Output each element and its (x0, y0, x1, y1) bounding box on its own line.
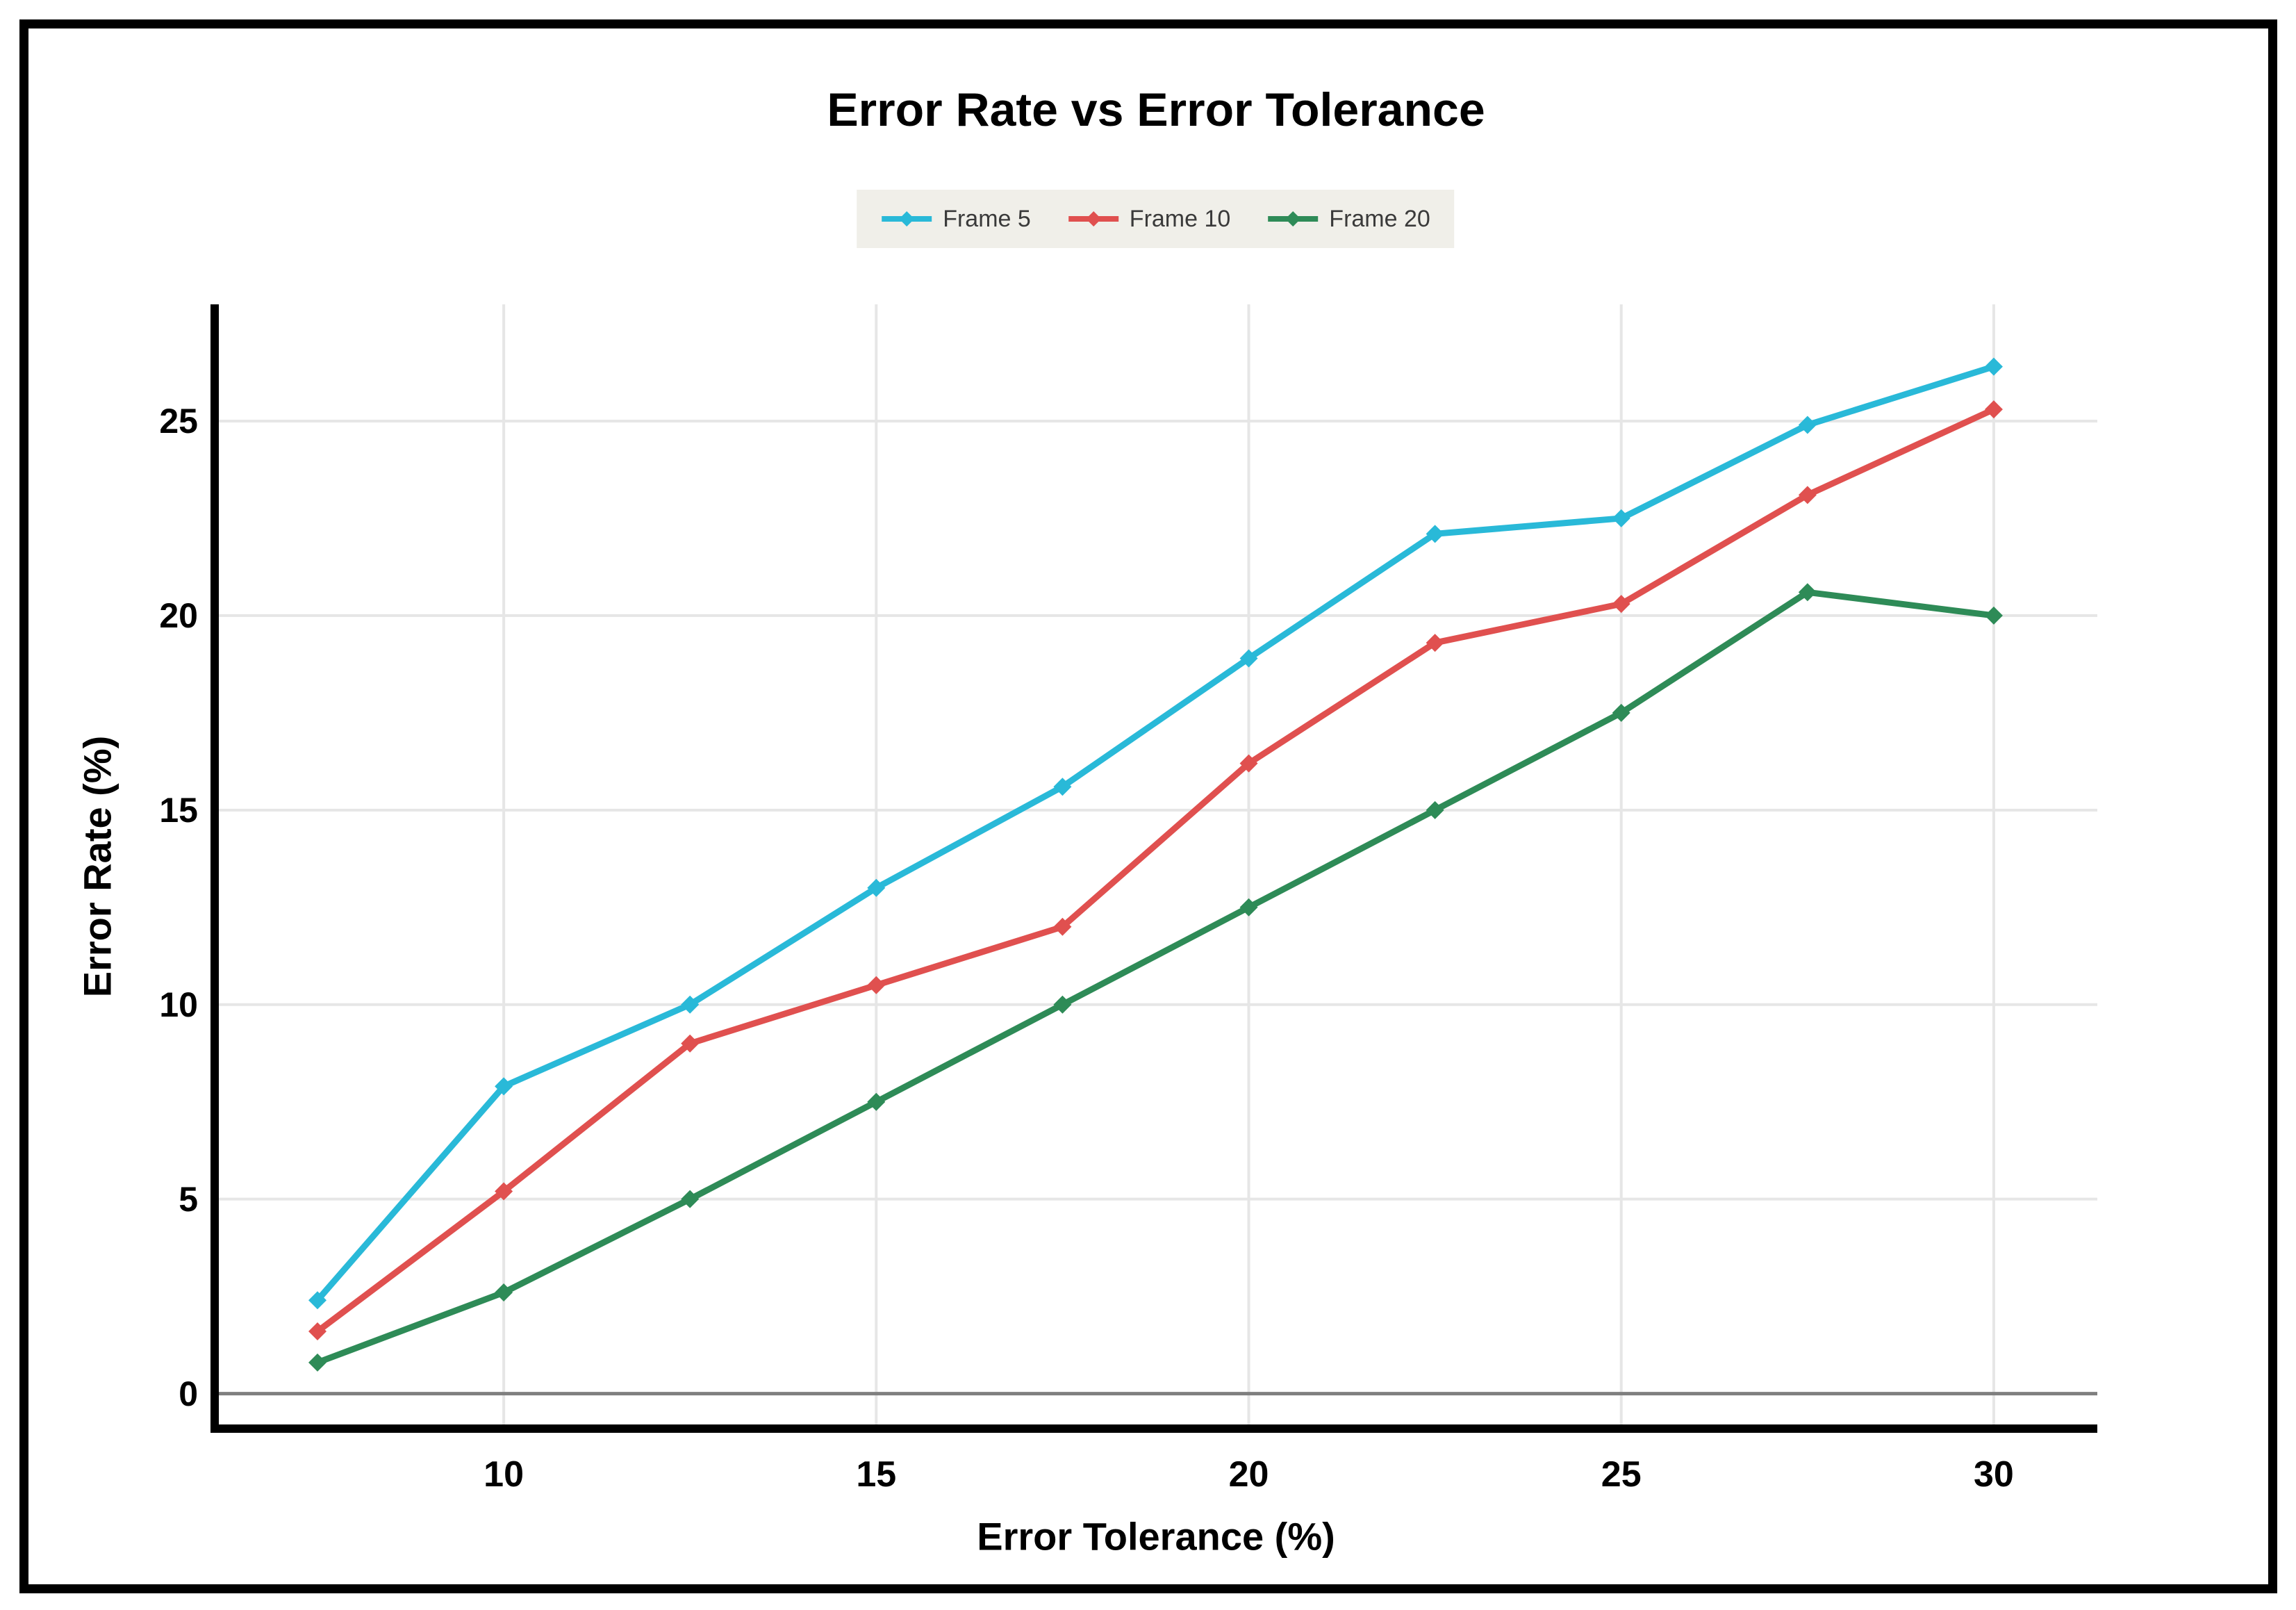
y-tick-label: 25 (159, 401, 198, 441)
x-axis-line (210, 1424, 2097, 1433)
data-point-marker (1053, 917, 1072, 936)
data-point-marker (495, 1077, 513, 1096)
x-tick-label: 25 (1601, 1454, 1642, 1495)
y-tick-label: 5 (179, 1179, 198, 1219)
legend: Frame 5 Frame 10 Frame 20 (857, 190, 1454, 248)
x-tick-label: 20 (1228, 1454, 1269, 1495)
legend-item-frame-5[interactable]: Frame 5 (880, 206, 1031, 233)
data-point-marker (308, 1353, 327, 1372)
data-point-marker (1612, 509, 1630, 527)
series-line (314, 406, 1997, 1335)
data-point-marker (1426, 525, 1444, 543)
x-tick-label: 10 (484, 1454, 525, 1495)
y-tick-label: 20 (159, 595, 198, 635)
data-point-marker (308, 1291, 327, 1310)
data-point-marker (1239, 754, 1258, 773)
data-point-marker (1612, 595, 1630, 614)
data-point-marker (1984, 400, 2003, 419)
data-point-marker (495, 1283, 513, 1302)
y-tick-label: 0 (179, 1374, 198, 1413)
x-tick-label: 30 (1974, 1454, 2014, 1495)
legend-label: Frame 10 (1129, 205, 1231, 232)
legend-label: Frame 5 (943, 205, 1031, 232)
data-point-marker (1239, 649, 1258, 668)
data-point-marker (1239, 898, 1258, 917)
legend-swatch-icon (1068, 211, 1118, 227)
data-point-marker (1798, 416, 1817, 434)
data-point-marker (681, 1034, 700, 1053)
legend-item-frame-10[interactable]: Frame 10 (1067, 205, 1231, 233)
data-point-marker (1053, 778, 1072, 796)
y-tick-label: 15 (159, 790, 198, 830)
chart-title: Error Rate vs Error Tolerance (827, 83, 1485, 136)
data-point-marker (681, 1190, 700, 1208)
data-point-marker (1798, 583, 1817, 602)
data-point-marker (308, 1322, 327, 1341)
data-point-marker (1798, 486, 1817, 504)
legend-swatch-icon (1268, 211, 1319, 227)
data-point-marker (1426, 634, 1444, 652)
x-tick-label: 15 (856, 1454, 897, 1495)
data-point-marker (1984, 606, 2003, 625)
y-axis-line (210, 304, 219, 1433)
data-point-marker (867, 1092, 886, 1111)
legend-label: Frame 20 (1329, 205, 1430, 232)
data-point-marker (867, 976, 886, 994)
y-tick-label: 10 (159, 985, 198, 1024)
series-line (314, 363, 1997, 1304)
legend-swatch-icon (882, 211, 932, 227)
data-point-marker (495, 1182, 513, 1201)
series-line (314, 589, 1997, 1366)
x-axis-title: Error Tolerance (%) (977, 1514, 1335, 1559)
data-point-marker (681, 995, 700, 1014)
data-point-marker (1053, 995, 1072, 1014)
data-point-marker (1984, 357, 2003, 376)
data-point-marker (1426, 800, 1444, 819)
data-point-marker (867, 878, 886, 897)
y-axis-title: Error Rate (%) (75, 735, 119, 998)
legend-item-frame-20[interactable]: Frame 20 (1266, 206, 1430, 233)
data-point-marker (1612, 703, 1630, 722)
